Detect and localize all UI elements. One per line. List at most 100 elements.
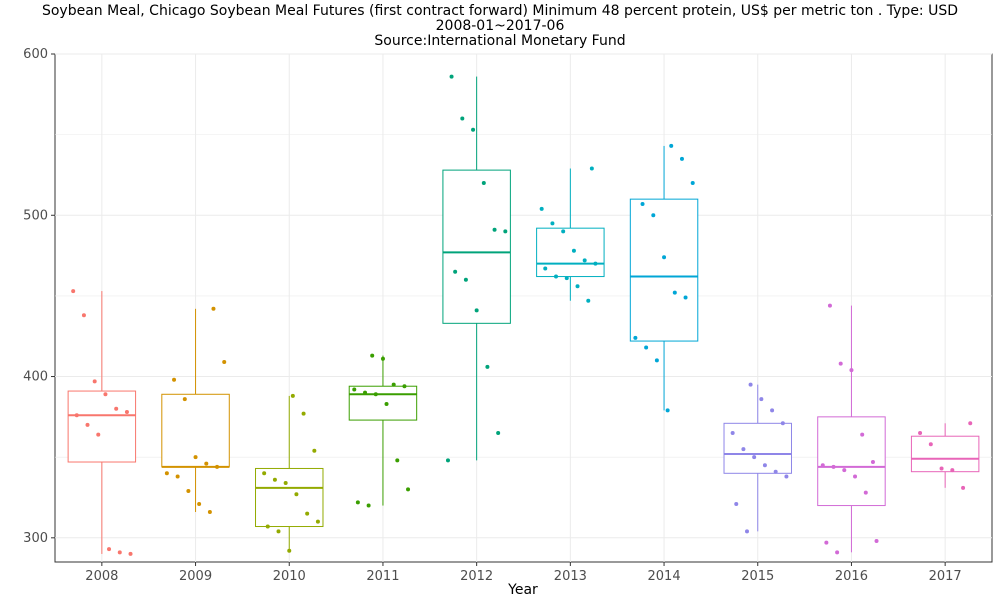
x-tick-label: 2014 [648,569,681,584]
box-iqr [348,385,418,421]
data-point [366,503,371,508]
data-point [679,156,684,161]
data-point [172,377,177,382]
data-point [395,458,400,463]
box-iqr [255,467,324,528]
data-point [741,447,746,452]
data-point [961,485,966,490]
data-point [849,368,854,373]
data-point [363,390,368,395]
data-point [842,468,847,473]
data-point [784,474,789,479]
data-point [744,529,749,534]
data-point [211,306,216,311]
x-tick-label: 2010 [273,569,306,584]
data-point [730,430,735,435]
x-tick-label: 2011 [366,569,399,584]
data-point [496,430,501,435]
data-point [103,392,108,397]
x-tick-label: 2015 [741,569,774,584]
data-point [262,471,267,476]
data-point [124,410,129,415]
data-point [762,463,767,468]
data-point [265,524,270,529]
x-axis: 2008 2009 2010 2011 2012 2013 2014 2015 2016 2017 [85,562,962,584]
box-iqr [442,169,511,324]
x-tick-label: 2012 [460,569,493,584]
box-iqr [723,422,792,474]
data-point [662,255,667,260]
box-2015 [723,382,792,534]
data-point [770,408,775,413]
x-tick-label: 2017 [929,569,962,584]
data-point [197,501,202,506]
data-point [175,474,180,479]
data-point [283,480,288,485]
data-point [474,308,479,313]
data-point [752,455,757,460]
data-point [640,201,645,206]
data-point [186,489,191,494]
data-point [539,206,544,211]
data-point [582,258,587,263]
data-point [968,421,973,426]
data-point [672,290,677,295]
data-point [380,356,385,361]
data-point [824,540,829,545]
box-2016 [817,303,886,555]
data-point [918,430,923,435]
data-point [773,469,778,474]
data-point [453,269,458,274]
data-point [665,408,670,413]
data-point [287,548,292,553]
data-point [449,74,454,79]
data-point [593,261,598,266]
data-point [92,379,97,384]
data-point [827,303,832,308]
data-point [683,295,688,300]
data-point [96,432,101,437]
data-point [492,227,497,232]
data-point [690,181,695,186]
chart-title: Soybean Meal, Chicago Soybean Meal Futur… [0,4,1000,49]
y-tick-label: 300 [23,531,48,546]
data-point [838,361,843,366]
data-point [370,353,375,358]
data-point [589,166,594,171]
box-2013 [536,166,605,303]
data-point [272,477,277,482]
data-point [215,464,220,469]
data-point [373,392,378,397]
data-point [107,547,112,552]
data-point [485,364,490,369]
box-iqr [161,393,230,468]
data-point [874,539,879,544]
data-point [654,358,659,363]
data-point [117,550,122,555]
title-line-1: Soybean Meal, Chicago Soybean Meal Futur… [41,3,959,19]
x-tick-label: 2013 [554,569,587,584]
data-point [182,397,187,402]
data-point [391,382,396,387]
box-iqr [536,227,605,278]
data-point [561,229,566,234]
data-point [164,471,169,476]
box-iqr [910,435,980,473]
data-point [81,313,86,318]
data-point [860,432,865,437]
data-point [669,143,674,148]
x-tick-label: 2008 [85,569,118,584]
data-point [571,248,576,253]
data-point [481,181,486,186]
box-2008 [67,289,137,556]
data-point [222,360,227,365]
data-point [312,448,317,453]
data-point [114,406,119,411]
data-point [460,116,465,121]
data-point [780,421,785,426]
data-point [352,387,357,392]
data-point [820,463,825,468]
data-point [294,492,299,497]
data-point [463,277,468,282]
